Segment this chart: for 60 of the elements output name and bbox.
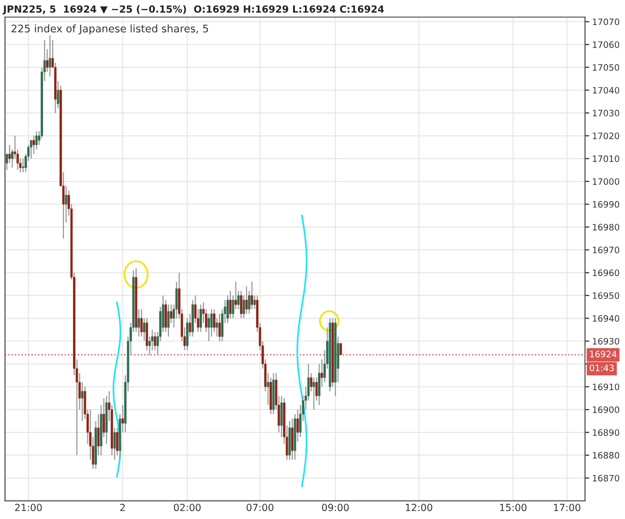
- candlestick: [32, 135, 35, 155]
- x-tick-label: 09:00: [322, 504, 349, 512]
- x-tick-label: 17:00: [554, 504, 580, 512]
- candlestick: [240, 290, 242, 319]
- y-tick-label: 16980: [592, 224, 620, 230]
- candlestick: [186, 318, 188, 351]
- candlestick: [35, 130, 38, 150]
- candlestick: [138, 308, 140, 338]
- text: 225 index of Japanese listed shares, 5: [12, 24, 208, 34]
- y-tick-label: 17070: [592, 18, 620, 26]
- candlestick: [200, 304, 202, 333]
- x-tick-label: 15:00: [500, 504, 526, 512]
- candlestick: [318, 363, 320, 406]
- candlestick: [30, 140, 32, 160]
- candlestick: [226, 294, 229, 324]
- y-tick-label: 16960: [592, 270, 620, 276]
- y-tick-label: 17050: [592, 64, 620, 71]
- candlestick: [210, 308, 213, 338]
- y-tick-label: 16890: [592, 429, 620, 436]
- candlestick: [229, 290, 232, 319]
- candlestick: [208, 313, 210, 342]
- x-tick-label: 12:00: [406, 504, 432, 512]
- x-tick-label: 07:00: [246, 504, 274, 512]
- y-tick-label: 17000: [592, 178, 620, 185]
- y-tick-label: 17030: [592, 110, 620, 116]
- y-tick-label: 16990: [592, 201, 620, 208]
- y-tick-label: 17020: [592, 132, 620, 140]
- y-tick-label: 16970: [592, 246, 620, 254]
- text: 01:43: [590, 364, 614, 372]
- candlestick: [154, 331, 156, 351]
- candlestick: [340, 342, 342, 356]
- y-tick-label: 17010: [592, 155, 620, 162]
- candlestick: [48, 34, 52, 78]
- x-tick-label: 02:00: [174, 504, 201, 512]
- candlestick: [291, 418, 294, 460]
- candlestick: [213, 308, 216, 333]
- y-tick-label: 17040: [592, 86, 620, 94]
- candlestick: [218, 313, 221, 342]
- candlestick: [245, 286, 248, 314]
- chart-title: JPN225, 5 16924 ▼ −25 (−0.15%) O:16929 H:16929 L:16924 C:16924: [2, 5, 384, 15]
- candlestick: [167, 304, 170, 338]
- candlestick: [146, 318, 148, 351]
- candlestick: [312, 377, 315, 410]
- y-tick-label: 16950: [592, 292, 620, 299]
- ref-line-label: 16924: [590, 350, 617, 358]
- x-tick-label: 21:00: [15, 504, 42, 512]
- candlestick: [22, 158, 24, 173]
- candlestick: [140, 308, 143, 338]
- candlestick: [8, 144, 11, 164]
- candlestick: [151, 329, 154, 351]
- y-tick-label: 17060: [592, 41, 620, 48]
- y-tick-label: 16900: [592, 406, 620, 414]
- y-tick-label: 16910: [592, 384, 620, 390]
- x-tick-label: 2: [120, 504, 125, 511]
- y-tick-label: 16940: [592, 315, 620, 322]
- y-tick-label: 16870: [592, 474, 620, 482]
- candlestick: [250, 281, 254, 310]
- y-tick-label: 16930: [592, 338, 620, 345]
- candlestick: [164, 299, 167, 333]
- y-tick-label: 16880: [592, 452, 620, 459]
